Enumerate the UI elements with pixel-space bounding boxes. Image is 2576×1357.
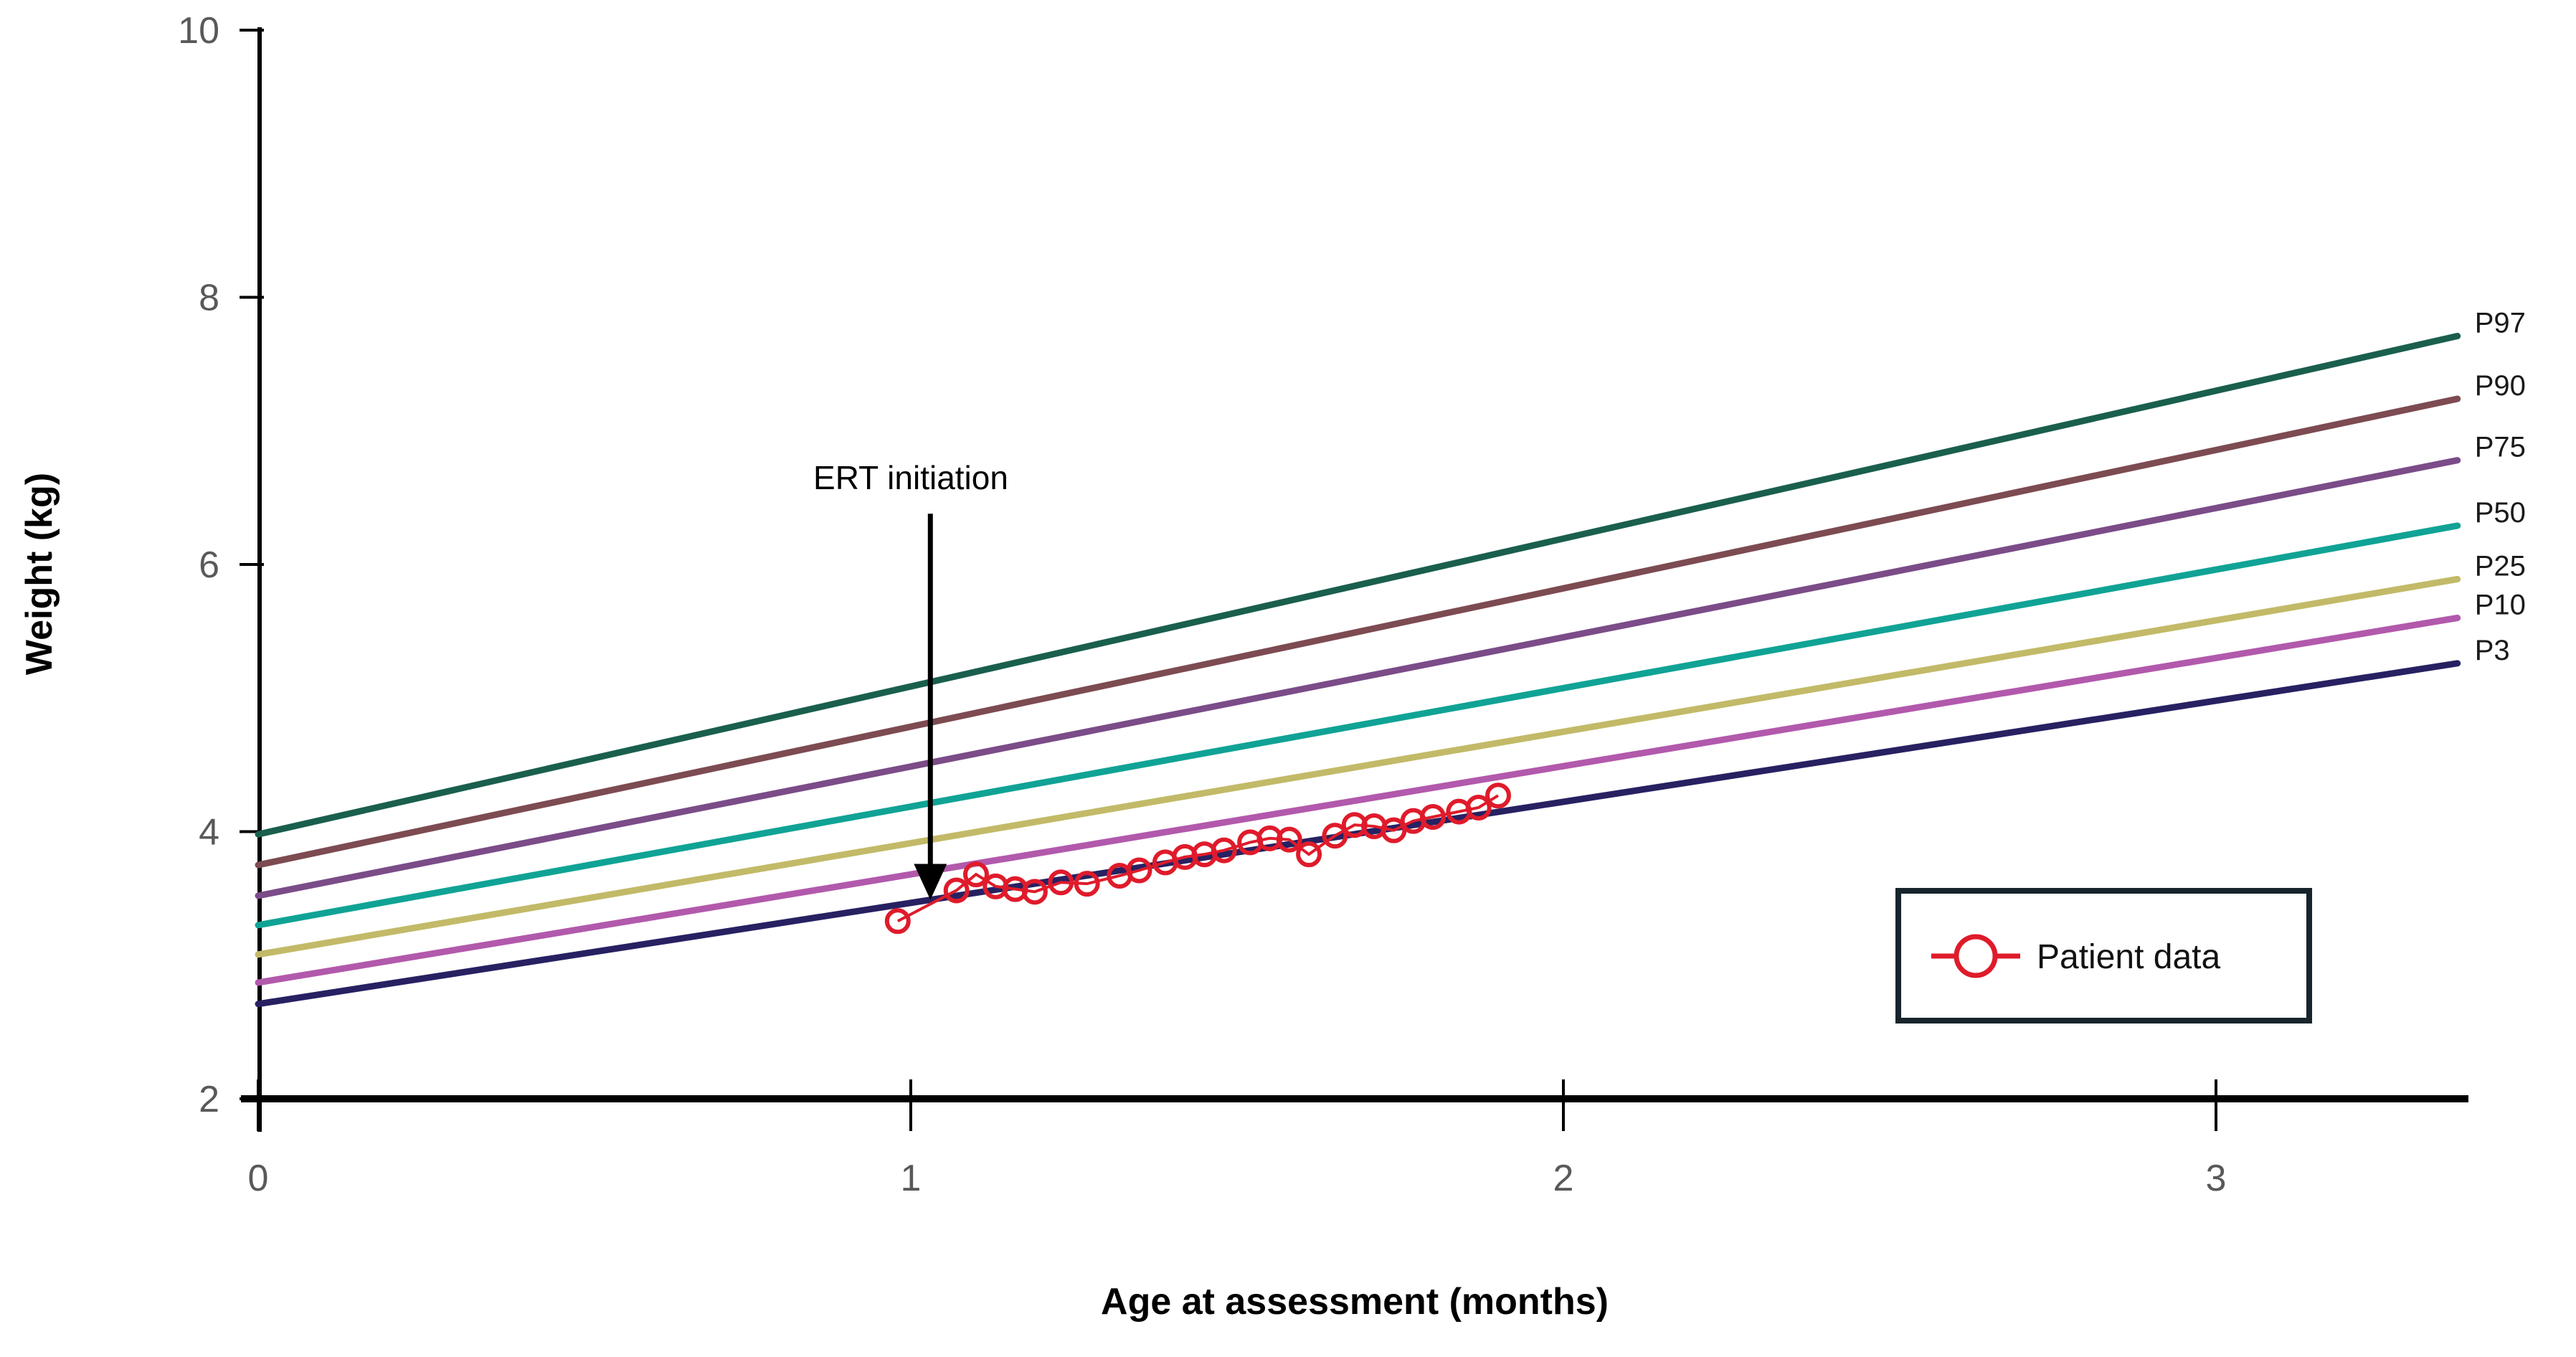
patient-data-point bbox=[943, 877, 970, 904]
y-tick-label: 8 bbox=[199, 278, 219, 319]
patient-data-series bbox=[884, 782, 1511, 935]
legend-label: Patient data bbox=[2037, 938, 2221, 976]
percentile-label-p90: P90 bbox=[2475, 370, 2526, 402]
ert-annotation: ERT initiation bbox=[813, 459, 1008, 900]
patient-data-point bbox=[884, 908, 911, 935]
patient-data-point bbox=[1048, 869, 1074, 896]
ert-arrow-icon bbox=[914, 514, 947, 900]
patient-data-legend-marker-icon bbox=[1931, 934, 2020, 978]
percentile-line-p75 bbox=[255, 457, 2461, 899]
patient-data-point bbox=[1276, 826, 1302, 853]
y-tick-label: 10 bbox=[178, 10, 219, 52]
axes: 2 4 6 8 10 0 1 2 3 bbox=[178, 10, 2468, 1199]
ert-initiation-label: ERT initiation bbox=[813, 459, 1008, 496]
percentile-line-p90 bbox=[255, 395, 2461, 869]
x-axis-title: Age at assessment (months) bbox=[1101, 1281, 1609, 1323]
patient-data-point bbox=[1074, 871, 1100, 897]
percentile-label-p75: P75 bbox=[2475, 432, 2526, 463]
y-tick-label: 2 bbox=[199, 1079, 219, 1120]
percentile-line-p25 bbox=[255, 575, 2461, 958]
percentile-label-p3: P3 bbox=[2475, 635, 2510, 666]
patient-data-point bbox=[963, 861, 989, 888]
patient-data-point bbox=[1211, 837, 1237, 864]
x-tick-label: 2 bbox=[1553, 1158, 1574, 1199]
patient-data-point bbox=[1420, 804, 1446, 831]
patient-data-point bbox=[1485, 782, 1511, 809]
y-tick-label: 6 bbox=[199, 544, 219, 586]
patient-data-point bbox=[1296, 841, 1322, 868]
x-tick-label: 0 bbox=[248, 1158, 269, 1199]
legend-marker-circle-icon bbox=[1954, 934, 1998, 978]
percentile-label-p25: P25 bbox=[2475, 550, 2526, 582]
patient-data-point bbox=[1322, 823, 1348, 849]
y-tick-label: 4 bbox=[199, 812, 219, 854]
percentile-line-p50 bbox=[255, 522, 2461, 929]
percentile-line-p97 bbox=[255, 333, 2461, 838]
legend: Patient data bbox=[1895, 888, 2312, 1023]
patient-data-point bbox=[1021, 879, 1048, 905]
percentile-labels: P97 P90 P75 P50 P25 P10 P3 bbox=[2475, 308, 2526, 666]
percentile-label-p97: P97 bbox=[2475, 308, 2526, 339]
percentile-line-p10 bbox=[255, 615, 2461, 986]
x-tick-label: 1 bbox=[901, 1158, 922, 1199]
x-tick-label: 3 bbox=[2206, 1158, 2227, 1199]
y-axis-title: Weight (kg) bbox=[19, 473, 60, 675]
patient-data-point bbox=[1126, 857, 1152, 884]
patient-data-line bbox=[896, 794, 1500, 923]
percentile-label-p10: P10 bbox=[2475, 590, 2526, 621]
patient-data-point bbox=[1465, 794, 1492, 821]
ert-arrow-head bbox=[914, 864, 947, 900]
percentile-label-p50: P50 bbox=[2475, 497, 2526, 529]
